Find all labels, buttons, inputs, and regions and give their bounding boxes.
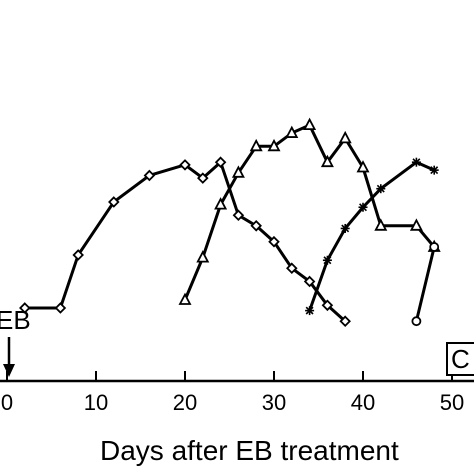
series-1-point-2 <box>54 302 67 314</box>
series-3-line <box>308 160 436 313</box>
x-tick-label: 10 <box>84 390 108 415</box>
series-2-point-8 <box>303 117 317 131</box>
series-4-point-2 <box>429 242 440 252</box>
series-2-point-6 <box>267 138 281 152</box>
series-1-point-10 <box>250 220 262 232</box>
series-2-point-13 <box>409 218 423 231</box>
series-3-point-5 <box>376 184 386 194</box>
series-1-point-14 <box>321 299 334 312</box>
series-2-point-3 <box>214 197 228 210</box>
series-1 <box>19 156 351 327</box>
series-2-point-10 <box>338 130 352 144</box>
series-1-point-12 <box>286 262 298 274</box>
series-2-point-11 <box>356 160 370 173</box>
x-tick-label: 40 <box>351 390 375 415</box>
series-4 <box>411 242 440 327</box>
series-2-point-2 <box>196 250 210 263</box>
x-tick-label: 50 <box>440 390 464 415</box>
series-2-point-9 <box>320 154 334 168</box>
series-2-line <box>183 123 436 302</box>
x-axis-ticks: 0 10 20 30 40 50 <box>1 371 464 415</box>
series-1-point-8 <box>214 156 227 168</box>
series-1-point-9 <box>232 209 245 221</box>
series-3-point-7 <box>429 165 439 175</box>
series-1-point-7 <box>197 172 209 184</box>
series-2-point-12 <box>374 218 388 231</box>
series-3-point-6 <box>411 157 421 167</box>
series-2-point-4 <box>231 165 245 178</box>
series-4-line <box>414 245 436 323</box>
series-3-point-2 <box>322 255 332 265</box>
series-1-point-3 <box>72 249 84 261</box>
series-1-point-11 <box>268 235 280 248</box>
x-tick-label: 30 <box>262 390 286 415</box>
series-3-point-4 <box>358 202 368 212</box>
x-tick-label: 0 <box>1 390 13 415</box>
series-1-point-6 <box>179 159 191 171</box>
x-axis-label: Days after EB treatment <box>100 435 399 466</box>
series-1-point-15 <box>339 315 351 327</box>
series-3-point-3 <box>340 223 350 233</box>
series-1-point-1 <box>19 302 31 314</box>
series-layer <box>19 117 441 327</box>
panel-label-box: C <box>446 342 474 376</box>
series-2-point-5 <box>249 138 263 152</box>
panel-label: C <box>451 344 470 374</box>
series-1-point-5 <box>143 169 156 182</box>
eb-arrow-icon <box>3 337 15 377</box>
series-1-point-13 <box>303 275 316 288</box>
series-3-point-1 <box>305 306 315 316</box>
series-3 <box>305 157 439 316</box>
x-tick-label: 20 <box>173 390 197 415</box>
eb-arrow-label: EB <box>0 305 31 335</box>
series-1-point-4 <box>108 196 120 208</box>
series-4-point-1 <box>411 316 422 327</box>
series-2-point-7 <box>285 125 299 138</box>
series-2-point-1 <box>178 292 192 305</box>
